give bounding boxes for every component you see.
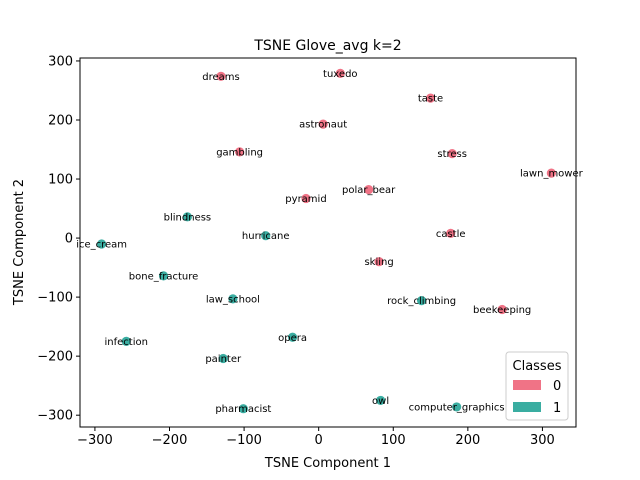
- point-label: pharmacist: [215, 404, 271, 415]
- x-tick-label: 200: [455, 433, 480, 448]
- point-blindness: [182, 212, 193, 222]
- legend-swatch-class-0: [513, 380, 541, 390]
- y-axis-ticks: −300 −200 −100 0 100 200 300: [37, 54, 80, 424]
- point-label: skiing: [364, 257, 393, 268]
- chart-title: TSNE Glove_avg k=2: [253, 38, 401, 54]
- legend-swatch-class-1: [513, 402, 541, 412]
- point-label: castle: [436, 229, 466, 240]
- point-painter: [218, 353, 228, 364]
- point-label: hurricane: [242, 231, 290, 242]
- point-label: stress: [437, 149, 467, 160]
- legend-title: Classes: [513, 359, 562, 374]
- legend: Classes 0 1: [505, 351, 569, 421]
- x-tick-label: −200: [152, 433, 188, 448]
- point-pharmacist: [238, 404, 248, 414]
- point-label: pyramid: [285, 194, 326, 205]
- point-label: polar_bear: [342, 185, 396, 196]
- point-bone-fracture: [158, 271, 169, 281]
- x-tick-label: 100: [381, 433, 406, 448]
- y-tick-label: 100: [48, 173, 73, 188]
- point-law-school: [228, 294, 238, 304]
- point-tuxedo: [335, 68, 345, 78]
- point-label: dreams: [202, 72, 239, 83]
- x-axis-label: TSNE Component 1: [264, 456, 391, 471]
- x-tick-label: −100: [226, 433, 262, 448]
- points-layer: [97, 68, 556, 414]
- point-label: beekeeping: [473, 305, 531, 316]
- point-lawn-mower: [546, 168, 556, 178]
- point-castle: [446, 228, 456, 238]
- point-gambling: [235, 147, 245, 157]
- point-taste: [425, 93, 436, 103]
- point-label: bone_fracture: [129, 271, 199, 282]
- point-ice-cream: [97, 239, 107, 249]
- y-tick-label: −300: [37, 409, 73, 424]
- point-label: taste: [418, 94, 443, 105]
- point-computer-graphics: [452, 402, 462, 412]
- point-label: astronaut: [299, 120, 347, 131]
- legend-label-class-0: 0: [553, 379, 561, 394]
- point-hurricane: [261, 231, 271, 241]
- point-owl: [375, 395, 386, 406]
- point-beekeeping: [497, 304, 507, 315]
- x-tick-label: 300: [530, 433, 555, 448]
- point-polar-bear: [364, 185, 374, 195]
- y-tick-label: 300: [48, 54, 73, 69]
- y-tick-label: 200: [48, 113, 73, 128]
- point-label: tuxedo: [323, 69, 358, 80]
- point-label: rock_climbing: [387, 296, 456, 307]
- point-label: blindness: [164, 212, 212, 223]
- point-dreams: [216, 71, 226, 81]
- y-tick-label: 0: [65, 232, 73, 247]
- point-label: law_school: [206, 294, 260, 305]
- point-opera: [287, 332, 298, 342]
- point-rock-climbing: [417, 296, 427, 306]
- point-skiing: [374, 257, 384, 267]
- point-labels-layer: dreams tuxedo taste astronaut gambling stress…: [76, 69, 583, 415]
- y-tick-label: −100: [37, 291, 73, 306]
- legend-label-class-1: 1: [553, 401, 561, 416]
- point-label: gambling: [216, 147, 263, 158]
- x-tick-label: 0: [315, 433, 323, 448]
- plot-frame: [79, 57, 577, 428]
- point-label: computer_graphics: [409, 402, 505, 413]
- plot-background: [80, 58, 576, 427]
- point-infection: [121, 336, 131, 346]
- y-axis-label: TSNE Component 2: [12, 179, 27, 306]
- point-label: lawn_mower: [520, 169, 584, 180]
- point-stress: [447, 149, 457, 159]
- point-label: ice_cream: [76, 239, 127, 250]
- point-label: infection: [105, 337, 148, 348]
- x-tick-label: −300: [77, 433, 113, 448]
- y-tick-label: −200: [37, 350, 73, 365]
- point-label: owl: [372, 396, 389, 407]
- point-label: opera: [278, 333, 307, 344]
- x-axis-ticks: −300 −200 −100 0 100 200 300: [77, 427, 555, 448]
- point-pyramid: [301, 193, 311, 204]
- point-label: painter: [205, 354, 242, 365]
- point-astronaut: [318, 119, 328, 129]
